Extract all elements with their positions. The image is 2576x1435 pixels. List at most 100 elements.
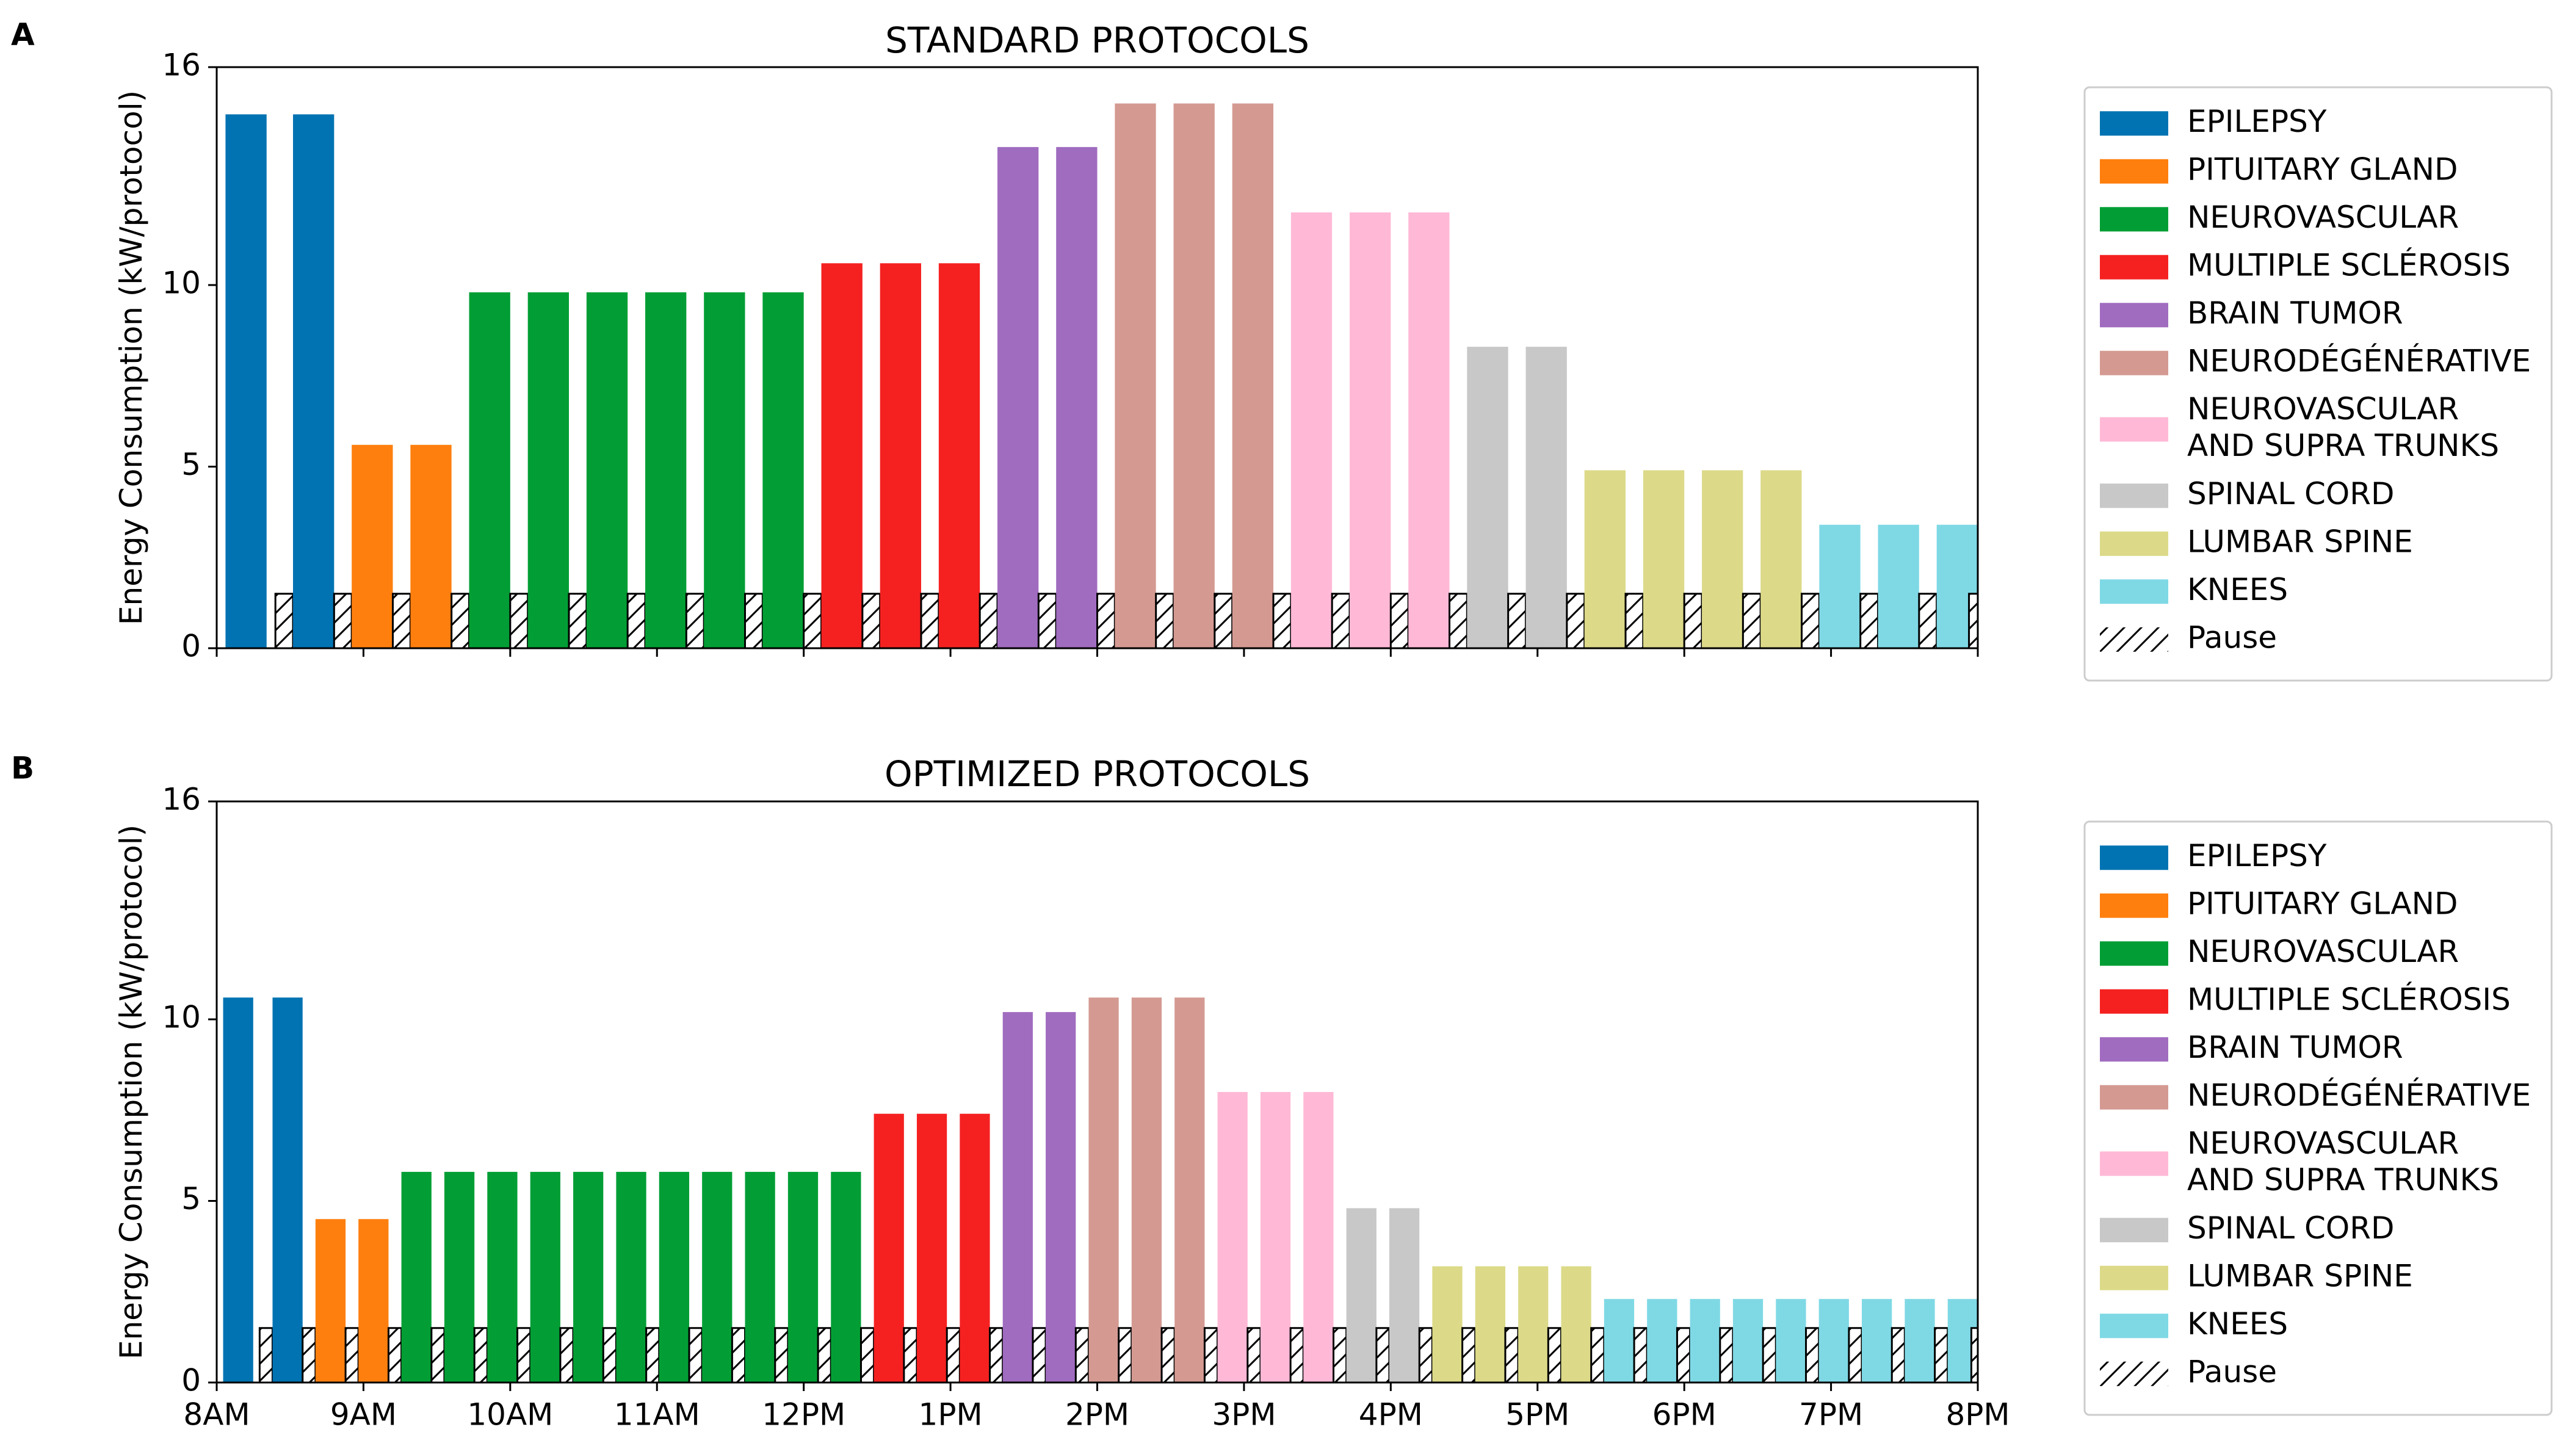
bar-neurovascular [745,1171,775,1383]
legend-label: LUMBAR SPINE [2187,1258,2413,1293]
pause-bar [731,1327,747,1384]
legend-swatch-neurovascular [2100,207,2168,232]
bar-pituitary-gland [315,1219,346,1383]
legend-label: KNEES [2187,572,2288,607]
bar-neurovascular [527,292,569,648]
pause-bar [258,1327,273,1384]
pause-bar [1289,1327,1304,1384]
pause-bar [1214,593,1234,649]
legend-label: Pause [2187,1354,2277,1389]
pause-bar [1037,593,1057,649]
legend: EPILEPSY PITUITARY GLAND NEUROVASCULAR MULT… [2083,86,2553,682]
bar-epilepsy [223,997,253,1383]
pause-bar [1633,1327,1648,1384]
legend-label: PITUITARY GLAND [2187,886,2458,921]
pause-bar [1859,593,1880,649]
legend-label: NEUROVASCULAR [2187,391,2459,427]
bar-neurovascular [704,292,745,648]
bar-pituitary-gland [352,444,393,648]
bar-spinal-cord [1525,347,1567,648]
legend-swatch-lumbar-spine [2100,531,2168,556]
pause-bar [1742,593,1762,649]
pause-bar [1918,593,1938,649]
bar-neurovascular [762,292,804,648]
bar-epilepsy [272,997,303,1383]
legend-label: SPINAL CORD [2187,1210,2395,1246]
bar-neurovascular-and-supra-trunks [1303,1092,1334,1383]
pause-bar [450,593,471,649]
x-tick-label: 2PM [1065,1397,1129,1433]
pause-bar [645,1327,660,1384]
pause-bar [1032,1327,1047,1384]
bar-brain-tumor [1046,1012,1076,1383]
legend-label: NEUROVASCULAR [2187,200,2459,235]
x-tick-label: 3PM [1212,1397,1276,1433]
legend: EPILEPSY PITUITARY GLAND NEUROVASCULAR MULT… [2083,820,2553,1416]
bar-neurodegenerative [1232,103,1273,648]
bar-neurovascular-and-supra-trunks [1260,1092,1291,1383]
legend-swatch-knees [2100,579,2168,604]
pause-bar [1375,1327,1391,1384]
bar-multiple-sclerosis [874,1113,904,1383]
pause-bar [817,1327,832,1384]
bar-spinal-cord [1346,1208,1377,1383]
legend-label: LUMBAR SPINE [2187,524,2413,559]
bar-neurovascular [573,1171,604,1383]
bar-neurovascular [444,1171,475,1383]
pause-bar [430,1327,446,1384]
bar-neurovascular [645,292,687,648]
pause-bar [1418,1327,1433,1384]
pause-bar [1801,593,1820,649]
x-tick-label: 11AM [614,1397,700,1433]
bar-neurovascular [831,1171,861,1383]
bar-brain-tumor [1002,1012,1033,1383]
legend-label: PITUITARY GLAND [2187,151,2458,187]
legend-swatch-neurovascular-and-supra-trunks [2100,1151,2168,1176]
bar-multiple-sclerosis [880,263,921,648]
bars-group [223,997,1979,1384]
pause-bar [1074,1327,1090,1384]
bar-multiple-sclerosis [938,263,980,648]
bar-lumbar-spine [1584,470,1626,648]
y-axis-label: Energy Consumption (kW/protocol) [114,90,149,625]
bar-multiple-sclerosis [960,1113,990,1383]
bar-knees [1776,1299,1806,1383]
y-tick-label: 0 [181,629,201,664]
legend-label: EPILEPSY [2187,104,2327,139]
pause-bar [1507,593,1527,649]
bar-knees [1732,1299,1764,1383]
bar-neurovascular-and-supra-trunks [1350,212,1391,648]
legend-swatch-neurovascular [2100,941,2168,966]
legend-swatch-neurodegenerative [2100,350,2168,375]
pause-bar [1719,1327,1734,1384]
panel-label: A [11,17,35,52]
pause-bar [859,1327,875,1384]
pause-bar [1624,593,1644,649]
bar-multiple-sclerosis [916,1113,947,1383]
pause-bar [1331,593,1351,649]
bar-pituitary-gland [410,444,452,648]
legend-swatch-neurovascular-and-supra-trunks [2100,417,2168,442]
legend-swatch-pause [2100,627,2168,652]
legend-swatch-brain-tumor [2100,303,2168,328]
x-tick-label: 5PM [1505,1397,1569,1433]
pause-bar [1683,593,1703,649]
legend-label: SPINAL CORD [2187,476,2395,511]
legend-swatch-pituitary-gland [2100,893,2168,918]
bar-epilepsy [225,114,267,649]
legend-swatch-pause [2100,1361,2168,1386]
y-tick-label: 0 [181,1363,201,1398]
bar-spinal-cord [1389,1208,1420,1383]
x-tick-label: 10AM [467,1397,553,1433]
pause-bar [568,593,588,649]
y-tick-label: 10 [162,1000,201,1035]
bar-lumbar-spine [1702,470,1743,648]
bar-neurodegenerative [1174,997,1205,1383]
x-tick-label: 12PM [762,1397,845,1433]
pause-bar [903,1327,918,1384]
legend-swatch-neurodegenerative [2100,1085,2168,1110]
y-axis-label: Energy Consumption (kW/protocol) [114,825,149,1359]
pause-bar [1805,1327,1820,1384]
bar-neurodegenerative [1131,997,1162,1383]
pause-bar [473,1327,488,1384]
